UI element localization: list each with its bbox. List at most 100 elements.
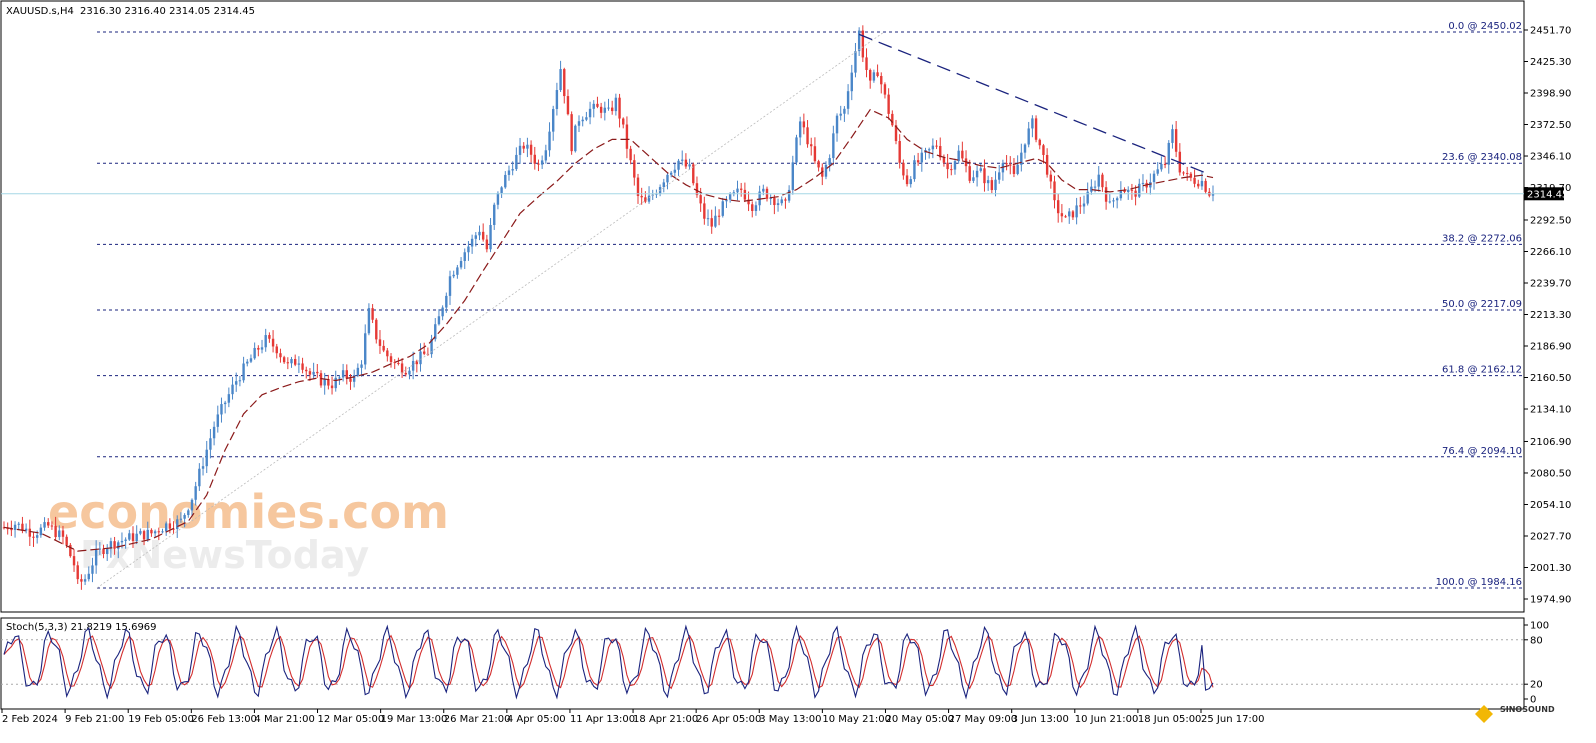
candle-body [459, 261, 463, 268]
fib-level-label: 100.0 @ 1984.16 [1436, 577, 1522, 588]
candle-body [375, 319, 378, 340]
current-price-box [1524, 187, 1564, 201]
candle-body [1086, 191, 1089, 204]
candle-body [1005, 163, 1008, 165]
candle-body [378, 339, 382, 346]
candle-body [275, 346, 278, 354]
candle-body [24, 528, 28, 531]
candle-body [552, 109, 555, 132]
candle-body [131, 533, 135, 541]
fib-level-label: 0.0 @ 2450.02 [1448, 21, 1522, 32]
candle-body [739, 188, 743, 190]
candle-body [242, 363, 245, 381]
candle-body [10, 529, 13, 531]
candle-body [599, 106, 603, 113]
candle-body [319, 373, 323, 386]
price-tick-label: 2213.30 [1530, 310, 1571, 321]
price-tick-label: 2398.90 [1530, 89, 1571, 100]
candle-body [301, 363, 304, 370]
stoch-level-label: 80 [1530, 635, 1543, 646]
candle-body [673, 169, 677, 173]
candle-body [478, 231, 481, 236]
candle-body [957, 150, 960, 162]
candle-body [747, 199, 750, 205]
candle-body [743, 189, 747, 200]
candle-body [946, 162, 949, 170]
candle-body [574, 125, 577, 152]
candle-body [1204, 180, 1207, 192]
candle-body [308, 371, 312, 375]
candle-body [703, 203, 706, 219]
candle-body [1020, 152, 1023, 165]
time-tick-label: 11 Apr 13:00 [570, 714, 635, 725]
candle-body [1112, 200, 1115, 202]
candle-body [190, 499, 194, 511]
candle-body [1023, 144, 1027, 153]
candle-body [1138, 183, 1141, 197]
candle-body [909, 179, 912, 185]
candle-body [666, 174, 669, 183]
candle-body [1012, 165, 1016, 174]
logo-text: SINOSOUND [1500, 705, 1555, 714]
candle-body [776, 203, 780, 206]
fibonacci-retracement[interactable]: 0.0 @ 2450.02 23.6 @ 2340.08 38.2 @ 2272.0… [97, 21, 1524, 589]
candle-body [124, 539, 127, 541]
candle-body [548, 131, 551, 151]
candle-body [161, 531, 164, 533]
candle-body [1097, 174, 1100, 187]
candle-body [916, 160, 920, 163]
candle-body [629, 148, 632, 161]
candle-body [920, 152, 924, 163]
candle-body [588, 108, 592, 118]
candle-body [942, 157, 946, 163]
candle-body [39, 527, 43, 536]
candle-body [961, 150, 964, 159]
current-price-label: 2314.45 [1527, 189, 1568, 200]
candle-body [220, 404, 223, 415]
candle-body [400, 363, 404, 373]
stoch-frame [0, 617, 1525, 710]
candle-body [843, 108, 846, 114]
candle-body [1108, 201, 1111, 203]
candle-body [113, 541, 116, 549]
candle-body [736, 188, 739, 193]
candle-body [887, 94, 890, 114]
candle-body [260, 347, 264, 350]
candle-body [710, 218, 713, 227]
candle-body [282, 357, 286, 363]
candle-body [1104, 187, 1108, 202]
candle-body [54, 525, 57, 538]
candle-body [128, 533, 131, 540]
candle-body [1042, 145, 1045, 155]
candle-body [61, 530, 65, 537]
candle-body [681, 159, 684, 161]
candle-body [905, 175, 909, 185]
candle-body [87, 573, 90, 580]
candle-body [98, 548, 102, 550]
candle-body [581, 119, 584, 122]
candle-body [780, 199, 783, 204]
candle-body [758, 191, 761, 206]
candle-body [279, 353, 282, 358]
candle-body [1174, 129, 1178, 152]
candle-body [647, 195, 651, 202]
candle-body [813, 146, 817, 162]
candle-body [1049, 174, 1053, 182]
candle-body [69, 544, 72, 557]
candle-body [172, 528, 175, 530]
candle-body [76, 565, 79, 580]
candle-body [1016, 164, 1019, 174]
candle-body [1009, 164, 1012, 166]
candle-body [592, 103, 595, 109]
candle-body [430, 339, 433, 355]
watermark-fxnewstoday: FxNewsToday [80, 533, 369, 577]
time-tick-label: 26 Feb 13:00 [191, 714, 257, 725]
candle-body [327, 379, 330, 386]
candle-body [47, 522, 50, 526]
candle-body [1130, 189, 1134, 191]
price-tick-label: 2054.10 [1530, 500, 1571, 511]
candle-body [212, 426, 216, 439]
candle-body [846, 91, 850, 109]
price-tick-label: 2372.50 [1530, 120, 1571, 131]
